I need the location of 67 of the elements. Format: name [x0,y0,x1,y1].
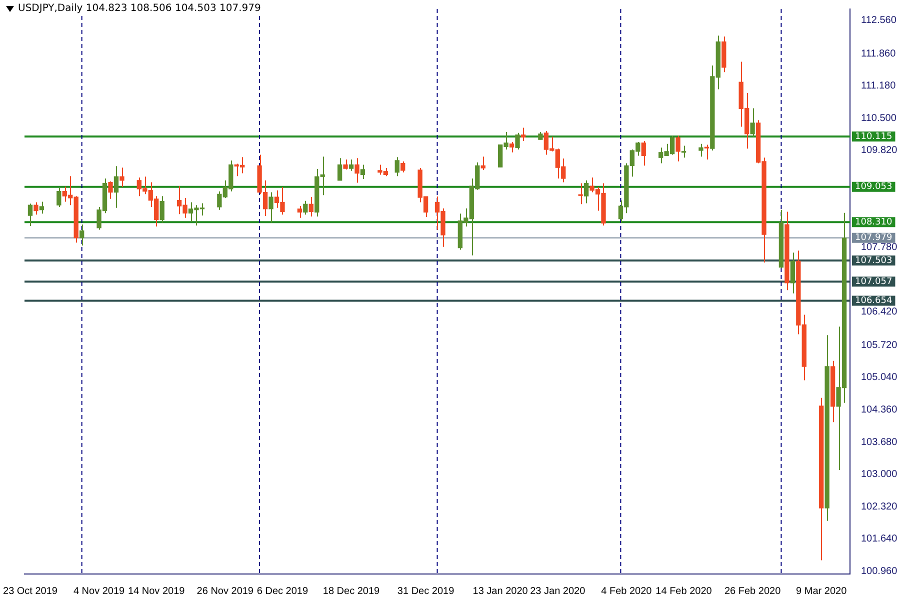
candlestick [297,206,302,218]
x-tick-label: 13 Jan 2020 [472,586,528,597]
candlestick [160,196,164,224]
ref-line-label: 107.057 [855,277,892,288]
ref-line-label: 109.053 [855,182,892,192]
candlestick [578,182,583,205]
y-tick-label: 107.780 [861,242,898,254]
x-tick-label: 14 Nov 2019 [128,586,186,597]
y-tick-label: 103.000 [861,469,898,480]
candlestick [114,166,119,208]
candlestick [394,156,400,177]
x-tick-label: 6 Dec 2019 [256,586,308,597]
y-tick-label: 111.180 [861,80,896,92]
candlestick [343,159,348,170]
y-tick-label: 106.420 [861,306,898,318]
y-tick-label: 105.720 [861,340,898,351]
chart-title: USDJPY,Daily 104.823 108.506 104.503 107.979 [18,3,261,14]
x-tick-label: 9 Mar 2020 [796,586,848,597]
candlestick [400,160,406,173]
x-tick-label: 23 Oct 2019 [3,586,58,597]
candlestick [348,159,354,172]
candlestick [268,192,274,224]
ref-line-label: 110.115 [855,132,892,142]
x-tick-label: 4 Nov 2019 [73,586,126,597]
candlestick [39,201,44,214]
candlestick [360,164,366,180]
candlestick [80,224,84,246]
candlestick [584,180,589,204]
y-tick-label: 105.040 [861,372,898,384]
candlestick [34,202,38,216]
x-tick-label: 31 Dec 2019 [397,586,455,597]
candlestick [28,203,33,226]
x-tick-label: 18 Dec 2019 [322,586,380,597]
y-tick-label: 112.560 [861,15,897,26]
candlestick [750,108,755,138]
candlestick [480,156,486,170]
x-tick-label: 23 Jan 2020 [530,586,586,597]
candlestick [641,140,646,166]
y-tick-label: 102.320 [861,501,898,512]
candlestick [676,135,680,162]
y-tick-label: 109.820 [861,145,898,156]
y-tick-label: 104.360 [861,404,898,416]
candlestick [120,167,124,188]
y-tick-label: 101.640 [861,534,898,545]
candlestick [56,187,62,208]
ref-line-label: 107.979 [855,233,892,244]
ref-line-label: 107.503 [855,256,892,266]
x-tick-label: 14 Feb 2020 [656,586,712,597]
candlestick [337,158,342,181]
candlestick [303,200,308,216]
y-tick-label: 111.860 [861,48,896,60]
candlestick [790,252,796,294]
candlestick [308,196,314,217]
candlestick [354,158,360,184]
x-tick-label: 26 Nov 2019 [196,586,254,597]
candlestick [520,127,526,142]
y-tick-label: 100.960 [861,566,898,577]
x-tick-label: 4 Feb 2020 [601,586,652,597]
ref-line-label: 106.654 [855,296,892,306]
candlestick [108,180,113,200]
ref-line-label: 108.310 [855,218,892,228]
candlestick [509,141,514,153]
candlestick [515,132,520,150]
y-tick-label: 103.680 [861,436,898,448]
x-tick-label: 26 Feb 2020 [724,586,782,597]
candlestick [698,143,704,158]
y-tick-label: 110.500 [861,112,897,124]
